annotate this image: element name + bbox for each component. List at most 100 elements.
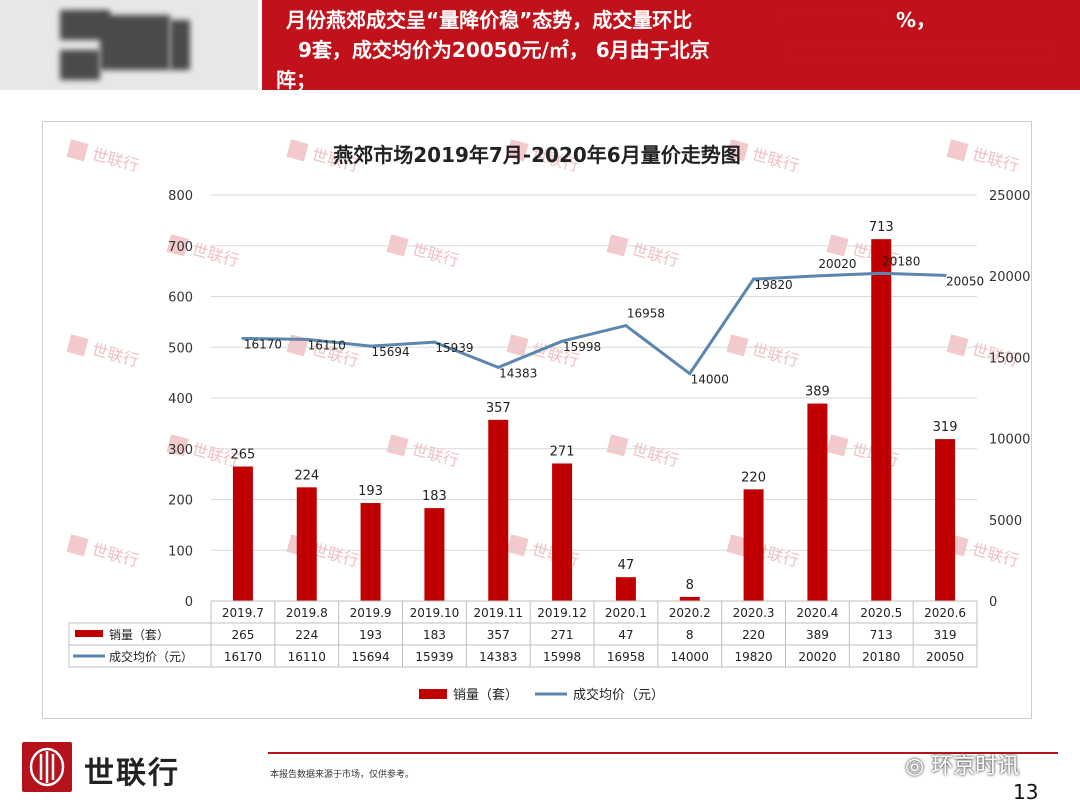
bar-data-label: 389 [805,385,830,400]
line-point [241,336,245,340]
line-data-label: 19820 [754,278,792,292]
wechat-watermark: ◎ 环京时讯 [905,748,1019,780]
category-label: 2020.1 [605,606,647,620]
line-data-label: 14000 [691,373,729,387]
table-legend-bar-key [75,630,103,637]
category-label: 2020.5 [860,606,902,620]
y-right-tick-label: 10000 [989,433,1030,448]
table-cell: 20050 [926,650,964,664]
y-right-tick-label: 25000 [989,189,1030,204]
chart-title: 燕郊市场2019年7月-2020年6月量价走势图 [333,143,740,167]
table-cell: 16958 [607,650,645,664]
watermark-logo-icon [726,534,749,557]
page-number: 13 [1013,780,1039,804]
line-data-label: 20020 [818,257,856,271]
bar [360,503,381,601]
watermark-text: 世联行 [970,540,1021,571]
watermark-logo-icon [506,534,529,557]
watermark-text: 世联行 [750,145,801,176]
table-cell: 16170 [224,650,262,664]
table-cell: 14000 [671,650,709,664]
bar-data-label: 183 [422,489,447,504]
watermark-text: 世联行 [410,440,461,471]
bar [488,419,509,601]
table-cell: 19820 [734,650,772,664]
category-label: 2019.10 [410,606,460,620]
y-left-tick-label: 0 [185,595,193,610]
bar-data-label: 224 [294,468,319,483]
watermark-logo-icon [726,334,749,357]
y-left-tick-label: 600 [168,291,193,306]
line-data-label: 16170 [244,337,282,351]
line-data-label: 20180 [882,254,920,268]
footer-divider [268,752,1058,754]
y-right-tick-label: 20000 [989,270,1030,285]
bar [679,596,700,601]
line-point [432,340,436,344]
watermark-logo-icon [506,139,529,162]
bar-data-label: 47 [618,558,635,573]
category-label: 2019.12 [537,606,587,620]
y-left-tick-label: 500 [168,341,193,356]
table-cell: 20180 [862,650,900,664]
watermark-text: 世联行 [90,145,141,176]
category-label: 2019.11 [473,606,523,620]
category-label: 2019.7 [222,606,264,620]
category-label: 2020.3 [733,606,775,620]
category-label: 2020.6 [924,606,966,620]
watermark-logo-icon [166,234,189,257]
watermark-logo-icon [286,139,309,162]
y-left-tick-label: 400 [168,392,193,407]
bar [552,463,573,601]
header-line-1: 月份燕郊成交呈“量降价稳”态势，成交量环比 [286,8,693,32]
table-cell: 265 [231,628,254,642]
line-point [624,324,628,328]
table-cell: 319 [934,628,957,642]
line-point [688,372,692,376]
header-line-3: 阵； [276,68,316,90]
line-data-label: 15998 [563,340,601,354]
bar-data-label: 357 [486,401,511,416]
table-cell: 15998 [543,650,581,664]
company-logo-icon [22,742,72,792]
watermark-logo-icon [946,139,969,162]
category-label: 2019.8 [286,606,328,620]
y-left-tick-label: 800 [168,189,193,204]
header-line-1-tail: %， [896,8,937,32]
bar [871,239,892,601]
watermark-logo-icon [946,334,969,357]
watermark-logo-icon [386,434,409,457]
y-left-tick-label: 200 [168,494,193,509]
bar-data-label: 220 [741,470,766,485]
table-cell: 357 [487,628,510,642]
watermark-text: 世联行 [90,540,141,571]
table-cell: 15939 [415,650,453,664]
watermark-logo-icon [606,434,629,457]
watermark-logo-icon [66,534,89,557]
watermark-text: 世联行 [970,145,1021,176]
table-cell: 47 [618,628,633,642]
line-point [369,344,373,348]
line-point [305,337,309,341]
line-data-label: 16110 [308,338,346,352]
watermark-logo-icon [66,139,89,162]
watermark-text: 世联行 [190,240,241,271]
legend-label: 成交均价（元） [573,687,664,703]
bar [296,487,317,601]
header-line-2: 9套，成交均价为20050元/㎡， 6月由于北京 [298,38,710,62]
bar [232,466,253,601]
bar-data-label: 713 [869,220,894,235]
bar-data-label: 271 [550,444,575,459]
y-right-tick-label: 15000 [989,351,1030,366]
line-point [879,271,883,275]
watermark-text: 世联行 [310,540,361,571]
bar-data-label: 8 [686,578,694,593]
table-cell: 224 [295,628,318,642]
table-cell: 15694 [351,650,389,664]
watermark-logo-icon [66,334,89,357]
y-right-tick-label: 5000 [989,514,1022,529]
table-cell: 271 [551,628,574,642]
table-cell: 20020 [798,650,836,664]
legend-bar-key [419,689,447,699]
table-cell: 193 [359,628,382,642]
